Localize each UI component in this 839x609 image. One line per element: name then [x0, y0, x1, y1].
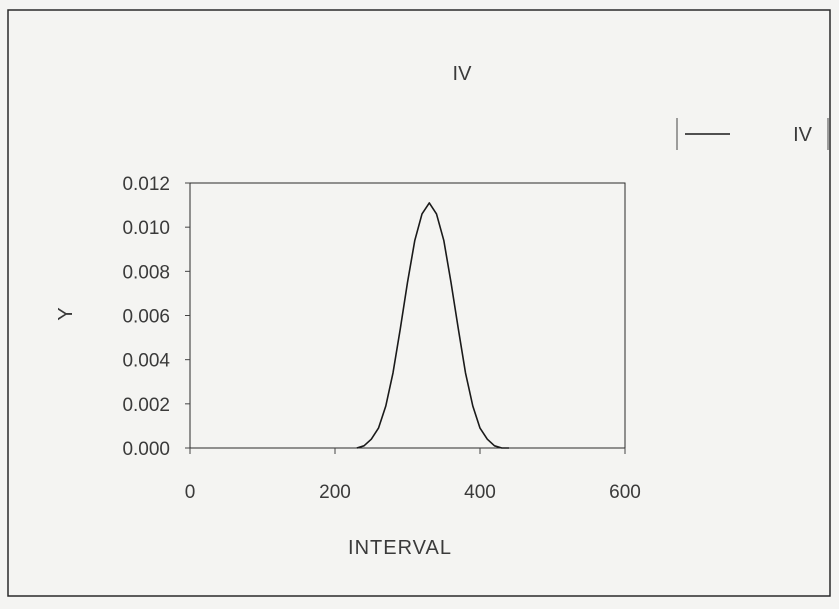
x-tick-group: 0 200 400 600 — [185, 448, 641, 503]
x-tick-label: 0 — [185, 482, 196, 503]
plot-area — [189, 182, 626, 449]
x-tick-label: 400 — [464, 482, 496, 503]
x-tick-label: 600 — [609, 482, 641, 503]
y-axis-label: Y — [55, 307, 77, 320]
x-tick-label: 200 — [319, 482, 351, 503]
y-tick-label: 0.012 — [122, 174, 170, 195]
y-tick-label: 0.002 — [122, 395, 170, 416]
chart-border — [7, 9, 831, 597]
y-tick-label: 0.004 — [122, 351, 170, 372]
y-tick-label: 0.000 — [122, 439, 170, 460]
series-line-0 — [356, 202, 509, 449]
y-tick-label: 0.010 — [122, 218, 170, 239]
series-layer — [356, 202, 509, 449]
legend: IV — [676, 118, 829, 150]
y-tick-group: 0.000 0.002 0.004 0.006 0.008 0.010 0.012 — [122, 174, 190, 460]
legend-label: IV — [793, 124, 813, 146]
x-axis-label: INTERVAL — [348, 537, 452, 559]
y-tick-label: 0.006 — [122, 307, 170, 328]
y-tick-label: 0.008 — [122, 262, 170, 283]
chart-title: IV — [453, 63, 473, 85]
